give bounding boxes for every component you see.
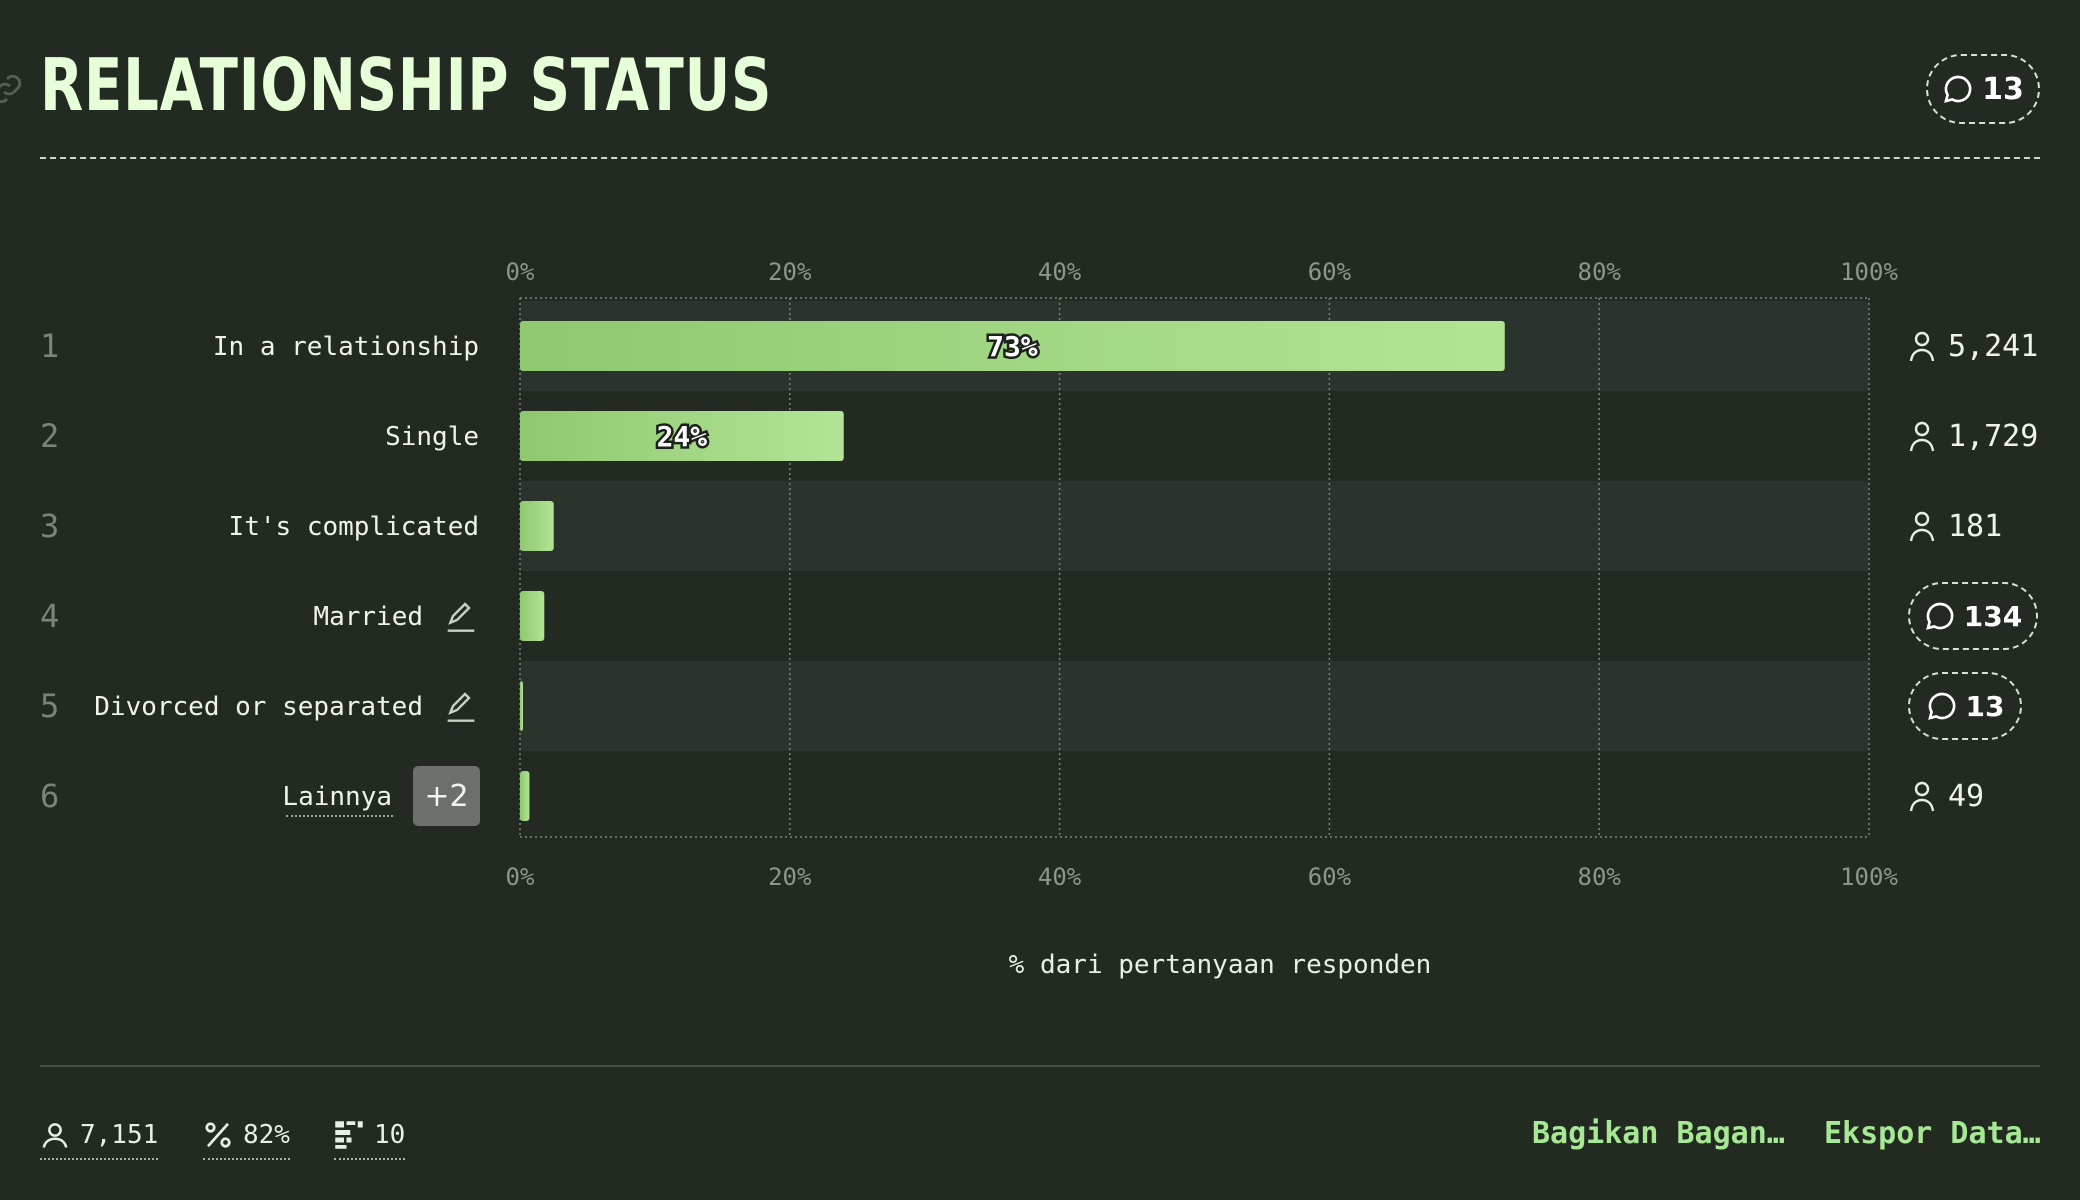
respondent-count-value: 181 [1948, 509, 2002, 544]
percent-icon [205, 1122, 231, 1148]
other-underline [286, 815, 393, 817]
rank-number: 2 [40, 417, 59, 455]
person-icon [1909, 511, 1935, 542]
row-band [520, 661, 1869, 751]
category-label: Married [313, 602, 423, 632]
rank-number: 1 [40, 327, 59, 365]
comment-icon [1925, 602, 1954, 630]
rank-number: 3 [40, 507, 59, 545]
header-divider [40, 157, 2040, 159]
comment-count: 13 [1982, 71, 2024, 107]
rank-number: 6 [40, 777, 59, 815]
category-label[interactable]: Lainnya [282, 782, 392, 812]
comment-count: 13 [1965, 689, 2005, 723]
x-tick-label-top: 0% [506, 258, 535, 286]
header-comments-button[interactable]: 13 [1926, 54, 2040, 124]
category-label: In a relationship [213, 332, 479, 362]
link-icon[interactable] [0, 72, 24, 106]
x-tick-label-bottom: 40% [1038, 863, 1082, 891]
x-tick-label-top: 60% [1308, 258, 1352, 286]
choices-icon [335, 1121, 363, 1149]
export-data-link[interactable]: Ekspor Data… [1824, 1116, 2041, 1151]
bar[interactable] [520, 321, 1505, 371]
edit-icon[interactable] [445, 598, 477, 634]
x-tick-label-top: 20% [768, 258, 812, 286]
respondent-count[interactable]: 1,729 [1909, 419, 2038, 454]
rank-number: 4 [40, 597, 59, 635]
x-axis-title: % dari pertanyaan responden [1008, 950, 1432, 980]
footer-divider [40, 1065, 2040, 1067]
person-icon [1909, 781, 1935, 812]
edit-icon[interactable] [445, 688, 477, 724]
x-tick-label-top: 100% [1840, 258, 1898, 286]
comment-icon [1944, 75, 1972, 103]
footer-choices-value: 10 [374, 1120, 406, 1150]
x-tick-label-bottom: 60% [1308, 863, 1352, 891]
row-5-comments-button[interactable]: 13 [1908, 672, 2022, 740]
x-tick-label-bottom: 80% [1578, 863, 1622, 891]
bar[interactable] [520, 501, 554, 551]
x-tick-label-bottom: 0% [506, 863, 535, 891]
person-icon [42, 1123, 68, 1148]
row-band [520, 481, 1869, 571]
share-chart-link[interactable]: Bagikan Bagan… [1532, 1116, 1785, 1151]
comment-count: 134 [1963, 599, 2023, 633]
bar[interactable] [520, 771, 530, 821]
footer-percent[interactable]: 82% [203, 1114, 290, 1160]
footer-choices[interactable]: 10 [334, 1114, 406, 1160]
x-tick-label-top: 80% [1578, 258, 1622, 286]
category-label: Single [385, 422, 479, 452]
footer-percent-value: 82% [243, 1120, 290, 1150]
other-expand-badge[interactable]: +2 [413, 766, 480, 826]
footer-respondents[interactable]: 7,151 [40, 1114, 159, 1160]
comment-icon [1927, 692, 1955, 720]
respondent-count[interactable]: 181 [1909, 509, 2002, 544]
category-label: It's complicated [229, 512, 479, 542]
respondent-count-value: 5,241 [1948, 329, 2038, 364]
bar[interactable] [520, 591, 545, 641]
bar-value-label: 24% [657, 420, 708, 453]
x-tick-label-top: 40% [1038, 258, 1082, 286]
bar[interactable] [520, 411, 844, 461]
footer-respondents-value: 7,151 [80, 1120, 159, 1150]
x-tick-label-bottom: 100% [1840, 863, 1898, 891]
respondent-count-value: 1,729 [1948, 419, 2038, 454]
x-tick-label-bottom: 20% [768, 863, 812, 891]
respondent-count[interactable]: 49 [1909, 779, 1984, 814]
rank-number: 5 [40, 687, 59, 725]
bar-value-label: 73% [987, 330, 1038, 363]
row-4-comments-button[interactable]: 134 [1908, 582, 2038, 650]
respondent-count[interactable]: 5,241 [1909, 329, 2038, 364]
bar[interactable] [520, 681, 523, 731]
person-icon [1909, 331, 1935, 362]
person-icon [1909, 421, 1935, 452]
respondent-count-value: 49 [1948, 779, 1984, 814]
category-label: Divorced or separated [94, 692, 423, 722]
page-title: RELATIONSHIP STATUS [40, 43, 773, 127]
